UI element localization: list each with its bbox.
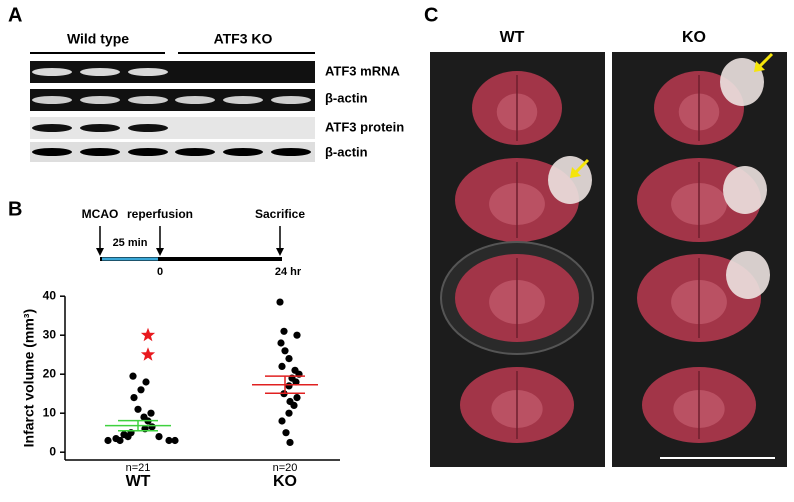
event-label: reperfusion	[127, 207, 193, 221]
infarct	[723, 166, 767, 214]
gel-band	[271, 96, 311, 104]
yellow-arrow-head	[570, 167, 581, 178]
data-point	[293, 331, 301, 339]
gel-band	[128, 148, 168, 156]
data-point	[116, 436, 124, 445]
infarct	[726, 251, 770, 299]
row-label: β-actin	[325, 144, 368, 159]
scatter-chart: 0 10 20 30 40 Infarct volume (mm³) WTn=21 KOn=2…	[21, 288, 340, 490]
y-tick-label: 40	[43, 288, 57, 302]
gel-band	[128, 96, 168, 104]
infarct	[720, 58, 764, 106]
row-label: β-actin	[325, 90, 368, 105]
gel-row	[30, 61, 315, 83]
data-point	[285, 355, 293, 363]
data-point	[292, 378, 300, 386]
gel-band	[32, 68, 72, 76]
time-label: 0	[157, 266, 163, 278]
data-point	[293, 394, 301, 402]
x-tick-label: WT	[126, 473, 151, 490]
data-point	[155, 433, 163, 441]
gel-band	[271, 148, 311, 156]
data-point	[124, 433, 132, 441]
data-point	[165, 436, 173, 445]
data-point	[276, 298, 284, 306]
gel-row	[30, 117, 315, 139]
data-point	[148, 423, 156, 431]
panel-label: C	[424, 4, 438, 26]
gel-band	[32, 148, 72, 156]
gel-band	[80, 124, 120, 132]
group-label: Wild type	[67, 31, 129, 47]
data-point	[147, 409, 155, 417]
data-point	[104, 436, 112, 445]
n-label: n=21	[126, 462, 151, 474]
gel-band	[223, 96, 263, 104]
gel-row	[30, 89, 315, 111]
data-point	[171, 436, 179, 445]
data-point	[277, 339, 285, 347]
y-tick-label: 20	[43, 366, 57, 380]
event-label: MCAO	[82, 207, 119, 221]
column-label: KO	[682, 29, 706, 46]
data-point	[130, 394, 138, 402]
data-point	[129, 372, 137, 380]
data-point	[280, 327, 288, 335]
data-point	[285, 409, 293, 417]
gel-band	[80, 148, 120, 156]
brain-slices	[440, 52, 774, 443]
column-label: WT	[500, 29, 525, 46]
data-point	[286, 438, 294, 447]
arrow-heads	[96, 248, 284, 256]
data-point	[278, 362, 286, 370]
data-point	[282, 429, 290, 437]
panel-label: B	[8, 198, 22, 220]
gel-row	[30, 142, 315, 162]
data-point	[281, 347, 289, 355]
outlier-star	[140, 327, 156, 342]
n-label: n=20	[273, 462, 298, 474]
yellow-arrow-head	[754, 61, 765, 72]
data-point	[285, 382, 293, 390]
y-tick-label: 0	[49, 444, 56, 458]
y-axis-label: Infarct volume (mm³)	[21, 309, 37, 447]
gel-band	[175, 148, 215, 156]
gel-band	[80, 68, 120, 76]
gel-band	[128, 68, 168, 76]
data-point	[137, 386, 145, 394]
event-label: Sacrifice	[255, 207, 305, 221]
data-point	[142, 378, 150, 386]
data-point	[290, 401, 298, 409]
data-point	[278, 417, 286, 425]
gel-band	[32, 124, 72, 132]
panel-label: A	[8, 4, 22, 26]
group-label: ATF3 KO	[214, 31, 273, 47]
gel-band	[128, 124, 168, 132]
y-tick-label: 10	[43, 405, 57, 419]
row-label: ATF3 mRNA	[325, 63, 400, 78]
outlier-star	[140, 347, 156, 361]
time-label: 24 hr	[275, 266, 302, 278]
gel-band	[80, 96, 120, 104]
data-point	[134, 405, 142, 413]
x-tick-label: KO	[273, 473, 297, 490]
y-tick-label: 30	[43, 327, 57, 341]
gel-band	[223, 148, 263, 156]
row-label: ATF3 protein	[325, 119, 404, 134]
gel-band	[175, 96, 215, 104]
gel-blots	[30, 61, 315, 162]
gel-band	[32, 96, 72, 104]
duration-label: 25 min	[113, 237, 148, 249]
